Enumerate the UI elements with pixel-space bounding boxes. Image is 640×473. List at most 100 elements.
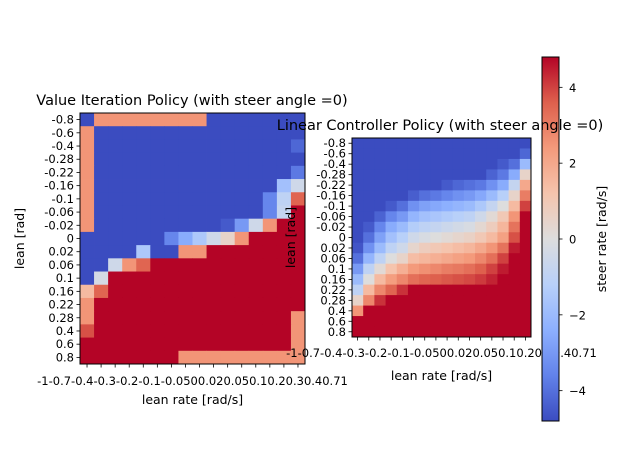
heatmap-cell bbox=[80, 245, 95, 259]
heatmap-cell bbox=[441, 232, 454, 244]
heatmap-cell bbox=[486, 263, 498, 275]
heatmap-cell bbox=[508, 200, 521, 212]
heatmap-cell bbox=[430, 242, 442, 254]
heatmap-cell bbox=[192, 311, 207, 325]
heatmap-cell bbox=[419, 211, 431, 223]
heatmap-cell bbox=[519, 295, 532, 306]
heatmap-cell bbox=[363, 253, 375, 265]
heatmap-cell bbox=[262, 152, 278, 167]
heatmap-cell bbox=[508, 316, 521, 327]
heatmap-cell bbox=[463, 295, 476, 306]
heatmap-cell bbox=[192, 218, 207, 233]
heatmap-cell bbox=[352, 326, 364, 338]
heatmap-cell bbox=[94, 205, 109, 220]
heatmap-cell bbox=[486, 148, 498, 160]
heatmap-cell bbox=[290, 311, 306, 325]
heatmap-cell bbox=[234, 152, 250, 167]
heatmap-cell bbox=[108, 258, 123, 272]
heatmap-cell bbox=[164, 179, 179, 193]
heatmap-cell bbox=[441, 190, 454, 202]
heatmap-cell bbox=[441, 253, 454, 265]
heatmap-cell bbox=[452, 211, 465, 223]
heatmap-cell bbox=[374, 263, 386, 275]
value-iteration-cells bbox=[80, 113, 306, 365]
heatmap-cell bbox=[497, 169, 510, 181]
heatmap-cell bbox=[122, 258, 137, 272]
heatmap-cell bbox=[452, 148, 465, 160]
heatmap-cell bbox=[363, 138, 375, 149]
heatmap-cell bbox=[94, 165, 109, 180]
heatmap-cell bbox=[396, 211, 409, 223]
heatmap-cell bbox=[519, 221, 532, 233]
heatmap-cell bbox=[486, 295, 498, 306]
heatmap-cell bbox=[452, 326, 465, 338]
heatmap-cell bbox=[108, 350, 123, 365]
heatmap-cell bbox=[497, 242, 510, 254]
heatmap-cell bbox=[374, 242, 386, 254]
heatmap-cell bbox=[407, 138, 420, 149]
heatmap-cell bbox=[497, 158, 510, 170]
heatmap-cell bbox=[290, 324, 306, 338]
heatmap-cell bbox=[452, 169, 465, 181]
heatmap-cell bbox=[80, 139, 95, 154]
heatmap-cell bbox=[508, 179, 521, 191]
heatmap-cell bbox=[396, 232, 409, 244]
heatmap-cell bbox=[486, 253, 498, 265]
heatmap-cell bbox=[234, 179, 250, 193]
colorbar-gradient bbox=[542, 57, 559, 421]
heatmap-cell bbox=[108, 179, 123, 193]
heatmap-cell bbox=[497, 211, 510, 223]
heatmap-cell bbox=[80, 165, 95, 180]
heatmap-cell bbox=[136, 218, 151, 233]
heatmap-cell bbox=[220, 350, 236, 365]
heatmap-cell bbox=[150, 139, 165, 154]
heatmap-cell bbox=[122, 231, 137, 246]
heatmap-cell bbox=[430, 305, 442, 317]
heatmap-cell bbox=[363, 295, 375, 306]
heatmap-cell bbox=[122, 192, 137, 206]
heatmap-cell bbox=[108, 324, 123, 338]
heatmap-cell bbox=[363, 284, 375, 296]
value-iteration-yticks: -0.8-0.6-0.4-0.28-0.22-0.16-0.1-0.06-0.0… bbox=[44, 113, 80, 364]
heatmap-cell bbox=[80, 192, 95, 206]
heatmap-cell bbox=[374, 200, 386, 212]
heatmap-cell bbox=[206, 205, 222, 220]
colorbar-tick-label: −2 bbox=[569, 308, 586, 322]
heatmap-cell bbox=[430, 326, 442, 338]
heatmap-cell bbox=[234, 350, 250, 365]
heatmap-cell bbox=[164, 218, 179, 233]
heatmap-cell bbox=[164, 324, 179, 338]
heatmap-cell bbox=[385, 211, 398, 223]
heatmap-cell bbox=[463, 326, 476, 338]
colorbar-tick-label: 4 bbox=[569, 81, 576, 95]
heatmap-cell bbox=[396, 263, 409, 275]
heatmap-cell bbox=[407, 148, 420, 160]
heatmap-cell bbox=[352, 232, 364, 244]
ytick-label: -0.8 bbox=[52, 113, 74, 127]
heatmap-cell bbox=[352, 242, 364, 254]
heatmap-cell bbox=[136, 258, 151, 272]
heatmap-cell bbox=[234, 218, 250, 233]
heatmap-cell bbox=[363, 200, 375, 212]
heatmap-cell bbox=[178, 271, 193, 286]
heatmap-cell bbox=[136, 139, 151, 154]
heatmap-cell bbox=[452, 305, 465, 317]
heatmap-cell bbox=[463, 242, 476, 254]
heatmap-cell bbox=[248, 218, 264, 233]
heatmap-cell bbox=[508, 221, 521, 233]
heatmap-cell bbox=[463, 148, 476, 160]
heatmap-cell bbox=[475, 221, 487, 233]
heatmap-cell bbox=[136, 245, 151, 259]
heatmap-cell bbox=[419, 242, 431, 254]
heatmap-cell bbox=[234, 113, 250, 127]
heatmap-cell bbox=[164, 258, 179, 272]
heatmap-cell bbox=[276, 113, 292, 127]
heatmap-cell bbox=[385, 253, 398, 265]
ytick-label: 0 bbox=[67, 232, 74, 246]
heatmap-cell bbox=[419, 284, 431, 296]
heatmap-cell bbox=[234, 324, 250, 338]
heatmap-cell bbox=[178, 218, 193, 233]
heatmap-cell bbox=[419, 326, 431, 338]
heatmap-cell bbox=[234, 271, 250, 286]
heatmap-cell bbox=[486, 158, 498, 170]
